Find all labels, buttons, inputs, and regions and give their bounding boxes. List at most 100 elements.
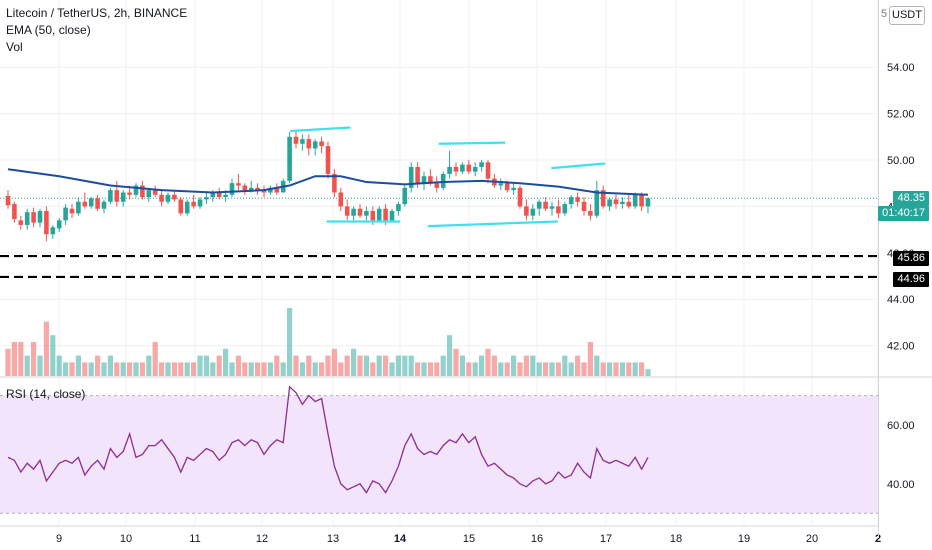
- volume-bar: [139, 362, 145, 376]
- level-lower-tag: 44.96: [893, 272, 929, 287]
- volume-bar: [159, 362, 165, 376]
- candle-body: [434, 183, 440, 188]
- candle-body: [197, 199, 203, 207]
- volume-bar: [587, 342, 593, 376]
- volume-bar: [293, 355, 299, 376]
- candle-body: [364, 211, 369, 216]
- time-tick-label: 9: [56, 533, 62, 545]
- volume-bar: [549, 362, 555, 376]
- time-tick-label: 15: [463, 533, 475, 545]
- volume-bar: [325, 355, 331, 376]
- volume-bar: [613, 362, 619, 376]
- volume-bar: [229, 362, 235, 376]
- volume-bar: [575, 355, 581, 376]
- volume-bar: [63, 362, 69, 376]
- candle-body: [453, 166, 459, 172]
- volume-bar: [440, 355, 446, 376]
- ema-legend[interactable]: EMA (50, close): [6, 23, 91, 37]
- rsi-legend[interactable]: RSI (14, close): [6, 387, 86, 401]
- candle-body: [338, 192, 344, 207]
- candle-body: [549, 206, 555, 209]
- volume-bar: [427, 362, 433, 376]
- volume-bar: [43, 321, 49, 376]
- candle-body: [472, 166, 478, 172]
- candle-body: [517, 187, 523, 207]
- candle-body: [255, 187, 260, 191]
- candle-body: [18, 220, 24, 225]
- volume-bar: [88, 362, 94, 376]
- volume-bar: [127, 362, 133, 376]
- candle-body: [306, 139, 312, 149]
- volume-bar: [75, 355, 81, 376]
- volume-bar: [235, 355, 241, 376]
- volume-bar: [498, 362, 504, 376]
- volume-bar: [280, 362, 286, 376]
- volume-bar: [319, 362, 325, 376]
- currency-button[interactable]: USDT: [889, 6, 925, 25]
- trend-lines[interactable]: [290, 126, 606, 228]
- volume-bar: [24, 355, 30, 376]
- candle-body: [37, 211, 43, 223]
- volume-bar: [18, 342, 24, 376]
- volume-bar: [146, 355, 152, 376]
- candle-body: [389, 211, 395, 221]
- last-price-tag: 48.35: [893, 191, 929, 206]
- volume-bar: [357, 355, 363, 376]
- candle-body: [485, 162, 491, 179]
- candle-body: [530, 208, 536, 216]
- candle-body: [300, 139, 305, 144]
- candle-body: [344, 206, 350, 216]
- volume-bar: [434, 362, 440, 376]
- candle-body: [600, 190, 606, 207]
- volume-bar: [453, 348, 459, 376]
- candlesticks: [5, 129, 651, 242]
- candle-body: [146, 190, 152, 198]
- volume-bar: [517, 362, 523, 376]
- time-tick-label: 12: [256, 533, 268, 545]
- symbol-legend[interactable]: Litecoin / TetherUS, 2h, BINANCE: [6, 6, 188, 20]
- volume-bar: [274, 355, 280, 376]
- candle-body: [24, 212, 30, 225]
- candle-body: [556, 206, 561, 214]
- candle-body: [332, 173, 337, 193]
- candle-body: [588, 211, 593, 216]
- candle-body: [524, 206, 529, 216]
- volume-bar: [191, 362, 197, 376]
- volume-bar: [504, 362, 510, 376]
- candle-body: [159, 194, 164, 202]
- volume-bar: [472, 362, 478, 376]
- candle-body: [12, 204, 17, 220]
- horizontal-levels[interactable]: [0, 197, 878, 279]
- volume-bar: [299, 362, 305, 376]
- volume-bar: [344, 355, 350, 376]
- candle-body: [325, 146, 331, 174]
- candle-body: [607, 199, 612, 207]
- volume-bar: [338, 362, 344, 376]
- candle-body: [172, 194, 177, 200]
- candle-body: [223, 194, 228, 198]
- volume-bar: [216, 355, 222, 376]
- candle-body: [479, 162, 484, 167]
- rsi-tick-label: 40.00: [887, 479, 915, 491]
- volume-legend[interactable]: Vol: [6, 40, 23, 54]
- candle-body: [466, 164, 472, 172]
- time-tick-label: 18: [670, 533, 682, 545]
- volume-bar: [165, 362, 171, 376]
- volume-bar: [408, 355, 414, 376]
- candle-body: [69, 208, 75, 214]
- price-tick-label: 54.00: [887, 62, 915, 74]
- volume-bar: [287, 308, 293, 376]
- candle-body: [504, 183, 510, 191]
- candle-body: [127, 192, 132, 195]
- volume-bar: [395, 355, 401, 376]
- volume-bar: [133, 362, 139, 376]
- level-upper-tag: 45.86: [893, 251, 929, 266]
- candle-body: [152, 190, 158, 195]
- candle-body: [268, 187, 273, 193]
- candle-body: [236, 183, 241, 186]
- time-tick-label: 13: [327, 533, 339, 545]
- volume-bar: [120, 362, 126, 376]
- rsi-line: [7, 385, 649, 494]
- candle-body: [5, 195, 11, 206]
